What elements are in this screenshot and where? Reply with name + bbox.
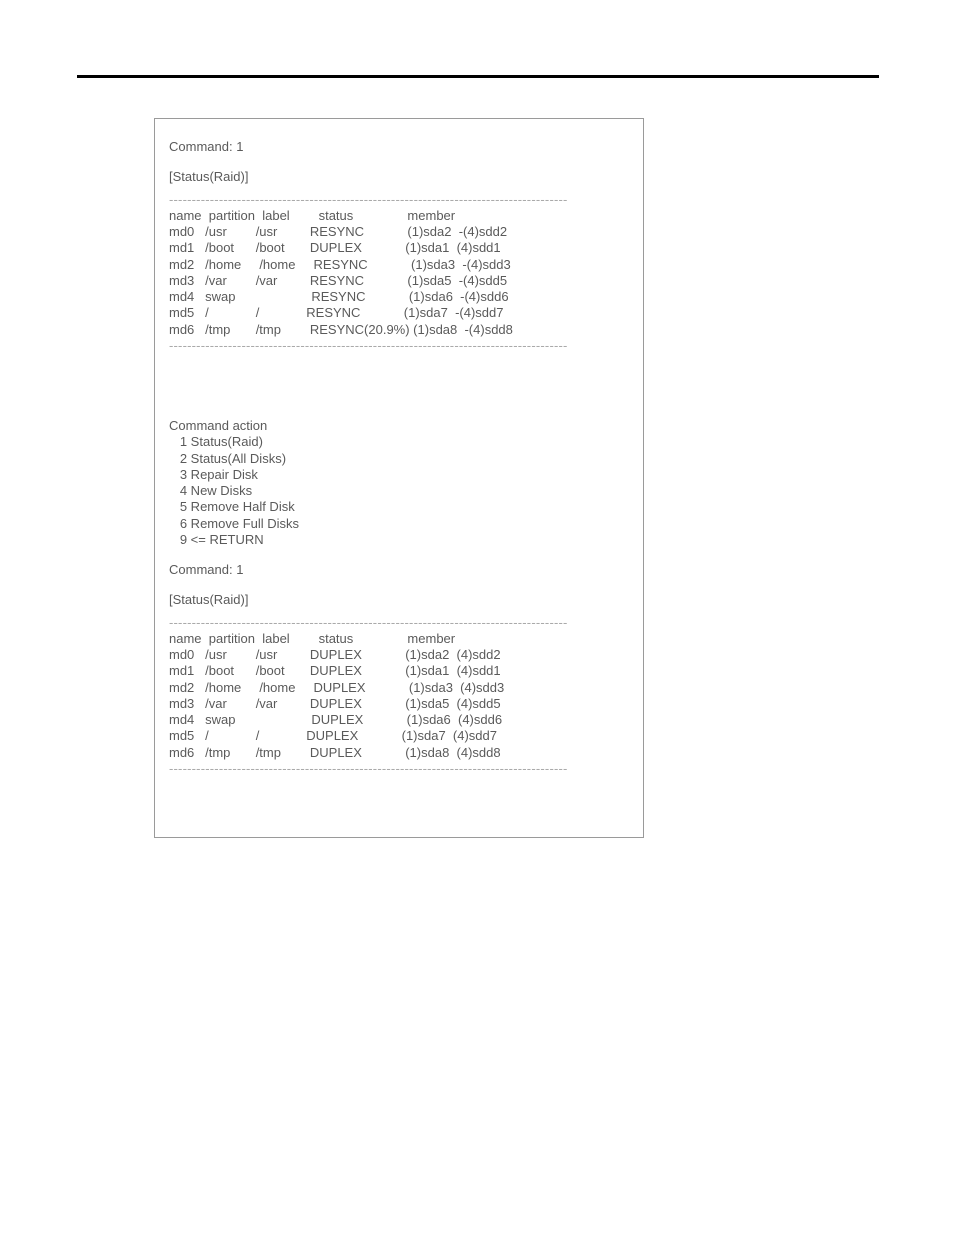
- table-row: md4 swap RESYNC (1)sda6 -(4)sdd6: [169, 289, 629, 305]
- command-action-item: 6 Remove Full Disks: [169, 516, 629, 532]
- command-action-item: 2 Status(All Disks): [169, 451, 629, 467]
- table-row: md0 /usr /usr RESYNC (1)sda2 -(4)sdd2: [169, 224, 629, 240]
- command-action-item: 4 New Disks: [169, 483, 629, 499]
- table-row: md6 /tmp /tmp DUPLEX (1)sda8 (4)sdd8: [169, 745, 629, 761]
- divider-1b: ----------------------------------------…: [169, 338, 629, 354]
- table-row: md0 /usr /usr DUPLEX (1)sda2 (4)sdd2: [169, 647, 629, 663]
- divider-2a: ----------------------------------------…: [169, 615, 629, 631]
- table2-header: name partition label status member: [169, 631, 629, 647]
- table-row: md5 / / DUPLEX (1)sda7 (4)sdd7: [169, 728, 629, 744]
- table-row: md5 / / RESYNC (1)sda7 -(4)sdd7: [169, 305, 629, 321]
- command-action-title: Command action: [169, 418, 629, 434]
- table-row: md2 /home /home RESYNC (1)sda3 -(4)sdd3: [169, 257, 629, 273]
- status-title-2: [Status(Raid)]: [169, 592, 629, 608]
- command-action-item: 1 Status(Raid): [169, 434, 629, 450]
- table-row: md2 /home /home DUPLEX (1)sda3 (4)sdd3: [169, 680, 629, 696]
- table-row: md1 /boot /boot DUPLEX (1)sda1 (4)sdd1: [169, 240, 629, 256]
- command-line-1: Command: 1: [169, 139, 629, 155]
- table1-header: name partition label status member: [169, 208, 629, 224]
- status-title-1: [Status(Raid)]: [169, 169, 629, 185]
- table-row: md3 /var /var RESYNC (1)sda5 -(4)sdd5: [169, 273, 629, 289]
- command-line-2: Command: 1: [169, 562, 629, 578]
- table-row: md4 swap DUPLEX (1)sda6 (4)sdd6: [169, 712, 629, 728]
- page-rule: [77, 75, 879, 78]
- table-row: md1 /boot /boot DUPLEX (1)sda1 (4)sdd1: [169, 663, 629, 679]
- divider-2b: ----------------------------------------…: [169, 761, 629, 777]
- table-row: md6 /tmp /tmp RESYNC(20.9%) (1)sda8 -(4)…: [169, 322, 629, 338]
- table-row: md3 /var /var DUPLEX (1)sda5 (4)sdd5: [169, 696, 629, 712]
- command-action-item: 3 Repair Disk: [169, 467, 629, 483]
- command-action-item: 9 <= RETURN: [169, 532, 629, 548]
- terminal-output: Command: 1 [Status(Raid)] --------------…: [154, 118, 644, 838]
- command-action-item: 5 Remove Half Disk: [169, 499, 629, 515]
- divider-1a: ----------------------------------------…: [169, 192, 629, 208]
